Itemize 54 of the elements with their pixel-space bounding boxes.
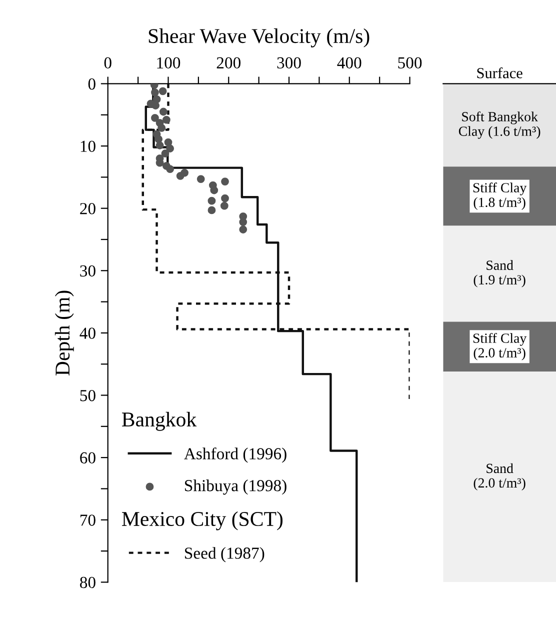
y-tick-label: 10: [80, 140, 96, 152]
point: [180, 168, 188, 177]
y-tick-label: 60: [80, 452, 96, 464]
annotation: Bangkok: [122, 412, 197, 431]
annotation: Mexico City (SCT): [122, 511, 283, 530]
point: [239, 226, 248, 234]
x-tick-label: 400: [337, 57, 362, 69]
point: [162, 116, 170, 124]
point: [166, 144, 174, 152]
point: [208, 196, 216, 205]
point: [146, 100, 155, 108]
point: [196, 175, 205, 183]
series-label: Stiff Clay (1.8 t/m³): [473, 182, 527, 210]
point: [151, 114, 159, 122]
point: [154, 135, 163, 144]
x-tick-label: 200: [216, 57, 240, 69]
y-tick-label: 0: [88, 78, 96, 90]
y-tick-label: 40: [80, 328, 96, 339]
point: [159, 108, 168, 116]
point: [239, 218, 248, 226]
chart-title: Surface: [477, 67, 522, 78]
point: [158, 87, 167, 96]
x-tick-label: 500: [398, 57, 422, 69]
point: [221, 194, 229, 202]
bar: [443, 226, 556, 322]
series-label: Stiff Clay (2.0 t/m³): [473, 333, 527, 360]
y-axis-title: Depth (m): [54, 290, 74, 376]
point: [210, 186, 218, 194]
series-label: Sand (2.0 t/m³): [474, 463, 526, 490]
y-tick-label: 30: [80, 265, 96, 277]
legend-label: Seed (1987): [185, 547, 264, 562]
x-tick-label: 0: [104, 57, 112, 69]
y-tick-label: 80: [80, 576, 96, 588]
x-axis-title: Shear Wave Velocity (m/s): [148, 28, 370, 48]
point: [164, 138, 172, 146]
point: [151, 88, 159, 96]
y-tick-label: 70: [80, 514, 96, 526]
x-tick-label: 300: [277, 57, 301, 69]
point: [156, 141, 164, 150]
bar: [443, 372, 556, 582]
point: [220, 202, 228, 210]
bar: [443, 84, 556, 167]
x-tick-label: 100: [157, 57, 180, 69]
legend-label: Shibuya (1998): [185, 480, 286, 495]
point: [158, 124, 166, 132]
legend-label: Ashford (1996): [184, 447, 286, 463]
y-tick-label: 50: [80, 390, 96, 402]
series-label: Sand (1.9 t/m³): [474, 260, 526, 288]
point: [166, 165, 174, 174]
point: [208, 206, 216, 214]
point: [161, 150, 170, 158]
series-label: Soft Bangkok Clay (1.6 t/m³): [458, 111, 540, 139]
y-tick-label: 20: [80, 203, 96, 214]
point: [221, 178, 229, 186]
